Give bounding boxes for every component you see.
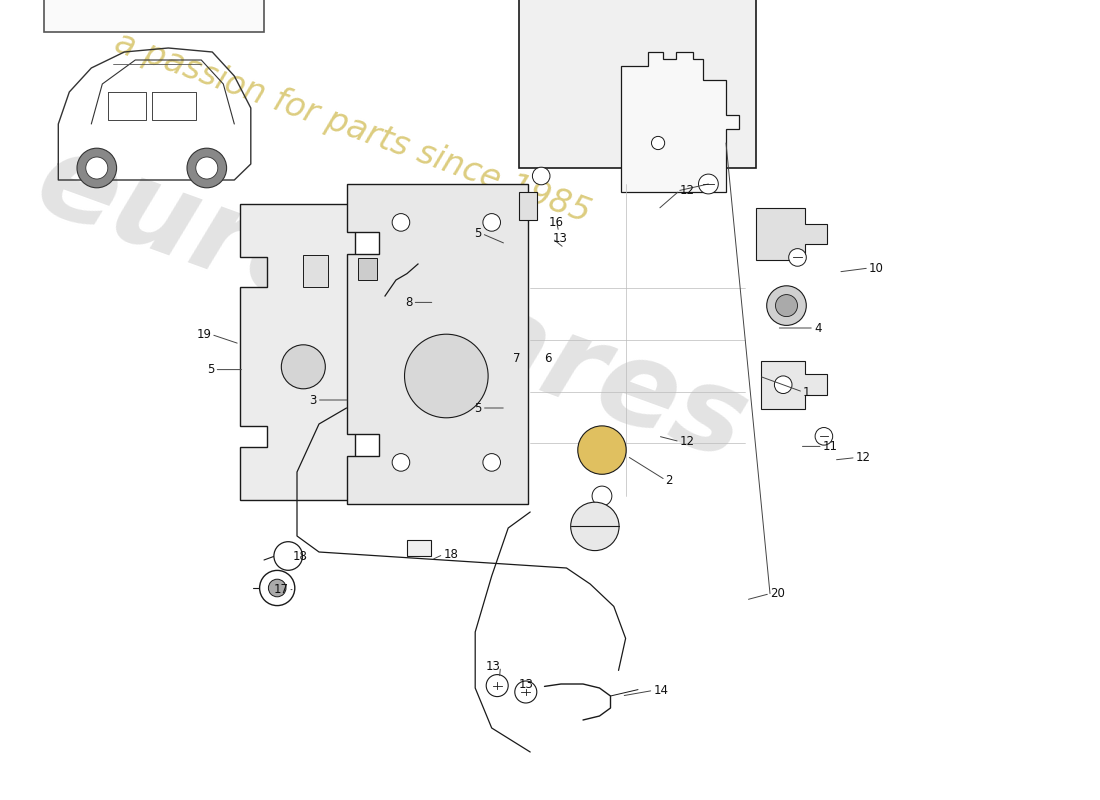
Text: 8: 8 — [405, 296, 412, 309]
Text: 18: 18 — [443, 548, 459, 561]
Circle shape — [776, 294, 798, 317]
Text: 17: 17 — [273, 583, 288, 596]
Circle shape — [196, 157, 218, 179]
Polygon shape — [240, 204, 355, 500]
Text: 5: 5 — [207, 363, 215, 376]
Text: 5: 5 — [474, 227, 482, 240]
Circle shape — [774, 376, 792, 394]
Circle shape — [392, 214, 409, 231]
Circle shape — [260, 570, 295, 606]
Circle shape — [592, 486, 612, 506]
Text: 16: 16 — [549, 216, 564, 229]
Text: 11: 11 — [823, 440, 838, 453]
Text: 13: 13 — [485, 660, 501, 673]
Circle shape — [767, 286, 806, 326]
Text: a passion for parts since 1985: a passion for parts since 1985 — [110, 26, 595, 230]
Text: 12: 12 — [856, 451, 871, 464]
Polygon shape — [519, 192, 537, 220]
Text: 5: 5 — [474, 402, 482, 414]
Circle shape — [483, 214, 500, 231]
Circle shape — [486, 674, 508, 697]
Circle shape — [274, 542, 302, 570]
Text: 13: 13 — [518, 678, 534, 690]
Bar — [407, 540, 431, 556]
Circle shape — [86, 157, 108, 179]
Circle shape — [483, 454, 500, 471]
Circle shape — [571, 502, 619, 550]
Text: 2: 2 — [666, 474, 673, 486]
Circle shape — [698, 174, 718, 194]
Text: 14: 14 — [653, 684, 669, 697]
Polygon shape — [756, 208, 827, 260]
Circle shape — [77, 148, 117, 188]
Circle shape — [392, 454, 409, 471]
Circle shape — [187, 148, 227, 188]
Bar — [358, 258, 377, 280]
Text: 13: 13 — [552, 232, 568, 245]
Text: eurospares: eurospares — [22, 122, 762, 486]
Bar — [304, 255, 328, 287]
Circle shape — [532, 167, 550, 185]
Text: 10: 10 — [869, 262, 884, 274]
Polygon shape — [621, 52, 739, 192]
Text: 3: 3 — [309, 394, 317, 406]
Text: 7: 7 — [514, 352, 520, 365]
Circle shape — [651, 136, 664, 150]
Circle shape — [515, 681, 537, 703]
Polygon shape — [761, 361, 827, 409]
Text: 4: 4 — [814, 322, 822, 334]
Text: 1: 1 — [803, 386, 811, 398]
Circle shape — [282, 345, 326, 389]
Circle shape — [815, 427, 833, 445]
Text: 19: 19 — [196, 328, 211, 341]
Circle shape — [578, 426, 626, 474]
Text: 18: 18 — [293, 550, 308, 562]
Text: 12: 12 — [680, 435, 695, 448]
Text: 20: 20 — [770, 587, 785, 600]
Circle shape — [405, 334, 488, 418]
Text: 6: 6 — [544, 352, 551, 365]
Bar — [44, 0, 264, 32]
Text: 12: 12 — [680, 184, 695, 197]
Circle shape — [268, 579, 286, 597]
Polygon shape — [346, 184, 528, 504]
Circle shape — [789, 249, 806, 266]
Bar — [519, 0, 756, 168]
